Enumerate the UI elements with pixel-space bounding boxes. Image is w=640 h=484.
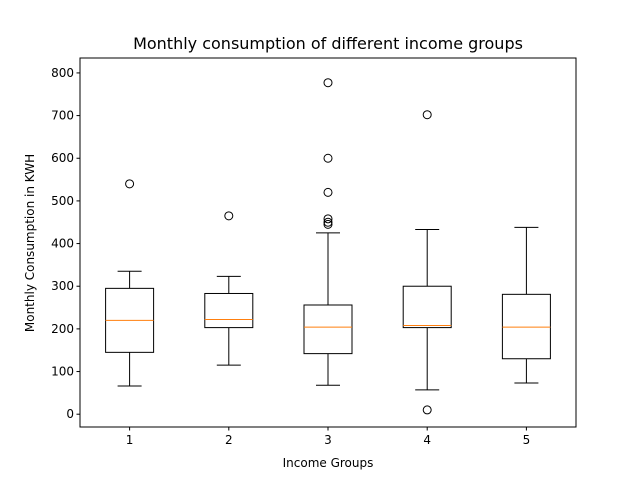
outlier-point [323, 219, 333, 229]
chart-title: Monthly consumption of different income … [133, 34, 523, 53]
y-tick-label: 800 [51, 66, 74, 80]
outlier-point [323, 187, 333, 197]
outlier-point [323, 214, 333, 224]
y-tick-label: 300 [51, 279, 74, 293]
y-tick-label: 200 [51, 322, 74, 336]
x-axis-label: Income Groups [283, 456, 374, 470]
outlier-point [125, 179, 135, 189]
box-iqr [501, 293, 551, 360]
plot-area: 0 100 200 300 400 500 600 700 800 1 2 3 4 5 [51, 66, 551, 447]
outlier-point [224, 211, 234, 221]
x-tick-label: 5 [523, 433, 531, 447]
outlier-point [323, 153, 333, 163]
outlier-point [422, 405, 432, 415]
x-tick-label: 4 [423, 433, 431, 447]
box-iqr [303, 304, 353, 355]
box-iqr [204, 292, 254, 329]
box-iqr [402, 285, 452, 329]
y-tick-label: 400 [51, 237, 74, 251]
x-tick-label: 2 [225, 433, 233, 447]
outlier-point [323, 78, 333, 88]
axes-frame [79, 57, 577, 428]
y-tick-label: 700 [51, 109, 74, 123]
x-tick-label: 3 [324, 433, 332, 447]
y-axis-label: Monthly Consumption in KWH [23, 154, 37, 332]
x-tick-label: 1 [126, 433, 134, 447]
outlier-point [422, 110, 432, 120]
y-tick-label: 0 [66, 407, 74, 421]
y-tick-label: 600 [51, 151, 74, 165]
y-tick-label: 100 [51, 365, 74, 379]
y-tick-label: 500 [51, 194, 74, 208]
outlier-point [323, 217, 333, 227]
